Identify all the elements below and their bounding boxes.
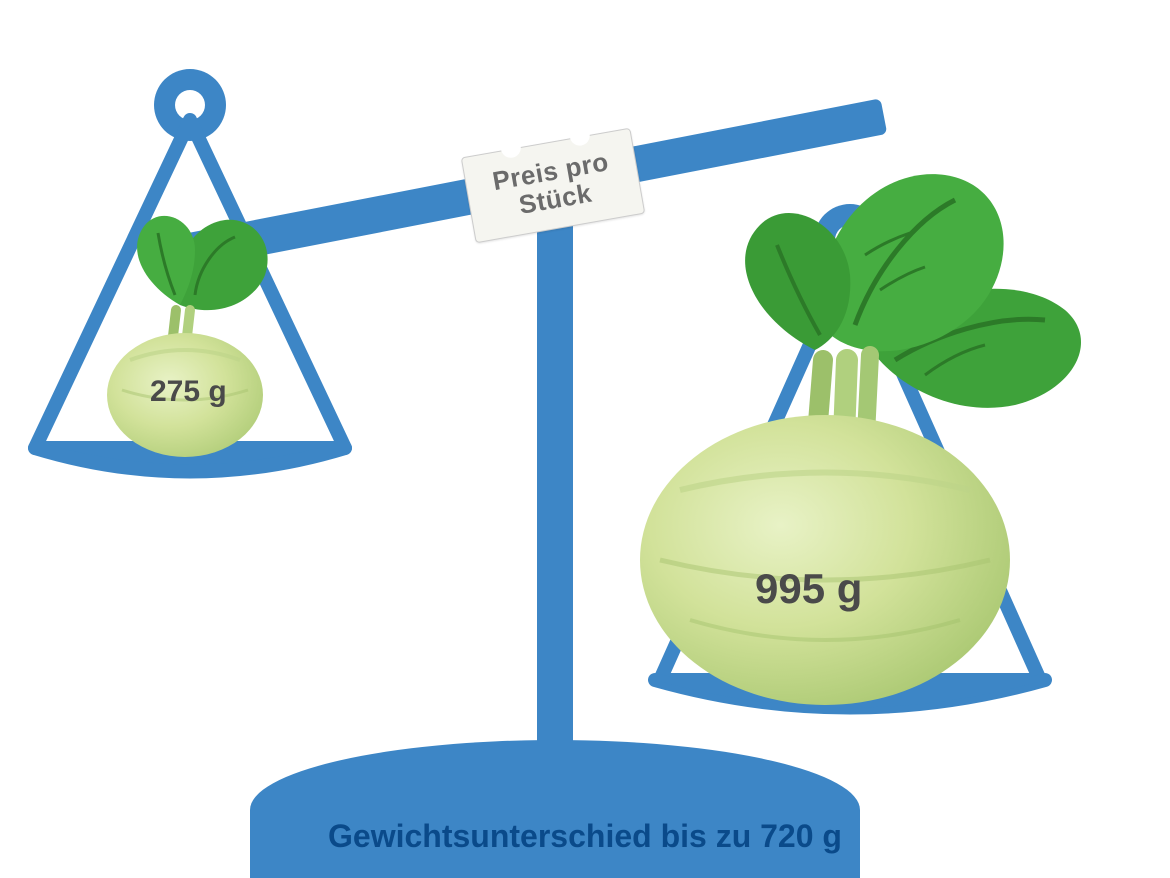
infographic-stage: Preis pro Stück 275 g 995 g Gewichtsunte… [0, 0, 1170, 878]
kohlrabi-small [60, 210, 320, 470]
kohlrabi-large [590, 160, 1110, 720]
caption-text: Gewichtsunterschied bis zu 720 g [0, 818, 1170, 855]
weight-label-large: 995 g [755, 565, 862, 613]
weight-label-small: 275 g [150, 375, 227, 409]
